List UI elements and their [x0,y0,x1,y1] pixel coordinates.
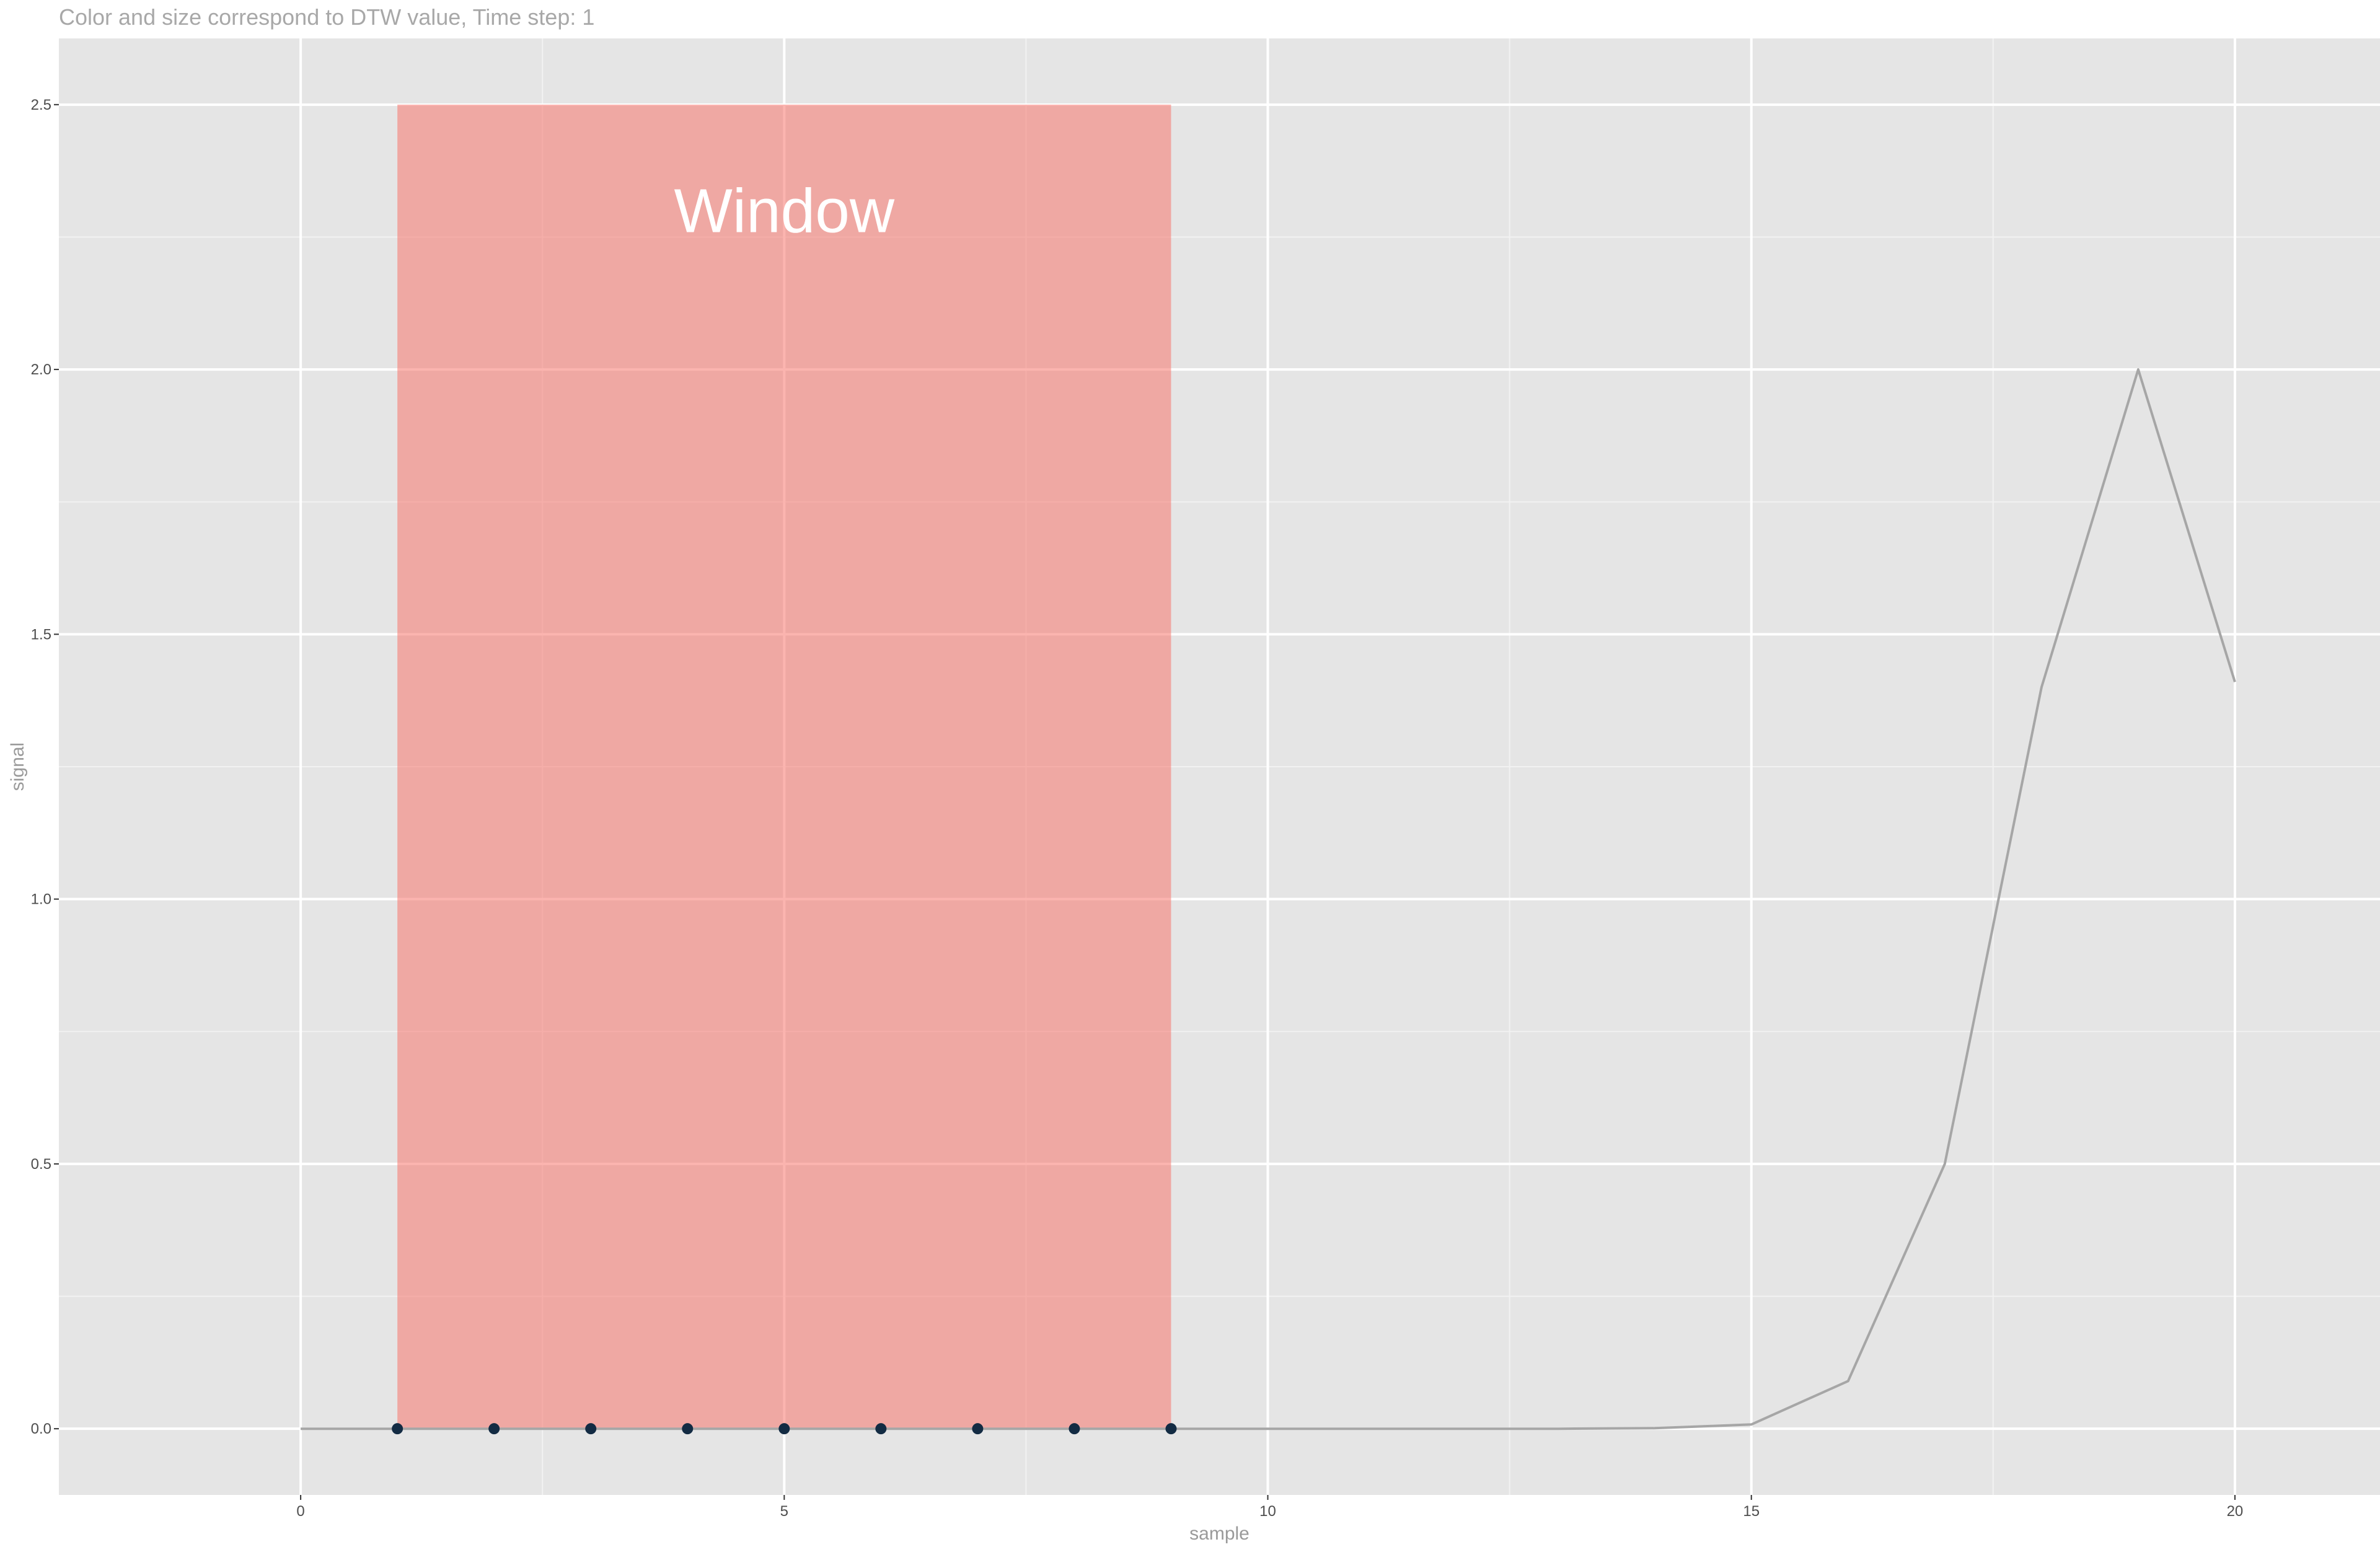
x-tick-label: 10 [1259,1503,1276,1520]
data-point [682,1423,694,1435]
y-tick-label: 1.0 [31,891,51,908]
data-point [1165,1423,1177,1435]
data-point [1069,1423,1080,1435]
y-tick-label: 2.0 [31,361,51,378]
y-tick-label: 0.0 [31,1421,51,1437]
y-axis-ticks: 0.0 0.5 1.0 1.5 2.0 2.5 [31,97,59,1437]
window-points [392,1423,1177,1435]
data-point [392,1423,403,1435]
data-point [585,1423,597,1435]
x-tick-label: 5 [780,1503,788,1520]
x-axis-ticks: 0 5 10 15 20 [296,1495,2243,1520]
data-point [488,1423,500,1435]
chart-title: Color and size correspond to DTW value, … [59,4,594,30]
window-rectangle [397,104,1171,1429]
x-tick-label: 0 [296,1503,304,1520]
window-label: Window [674,177,894,246]
y-tick-label: 1.5 [31,626,51,643]
y-axis-title: signal [7,743,28,791]
x-tick-label: 20 [2227,1503,2244,1520]
x-axis-title: sample [1189,1523,1250,1544]
y-tick-label: 0.5 [31,1156,51,1173]
data-point [972,1423,984,1435]
data-point [875,1423,887,1435]
x-tick-label: 15 [1743,1503,1760,1520]
data-point [778,1423,790,1435]
signal-line [301,368,2236,1430]
y-tick-label: 2.5 [31,97,51,113]
window-annotation: Window [397,104,1171,1429]
